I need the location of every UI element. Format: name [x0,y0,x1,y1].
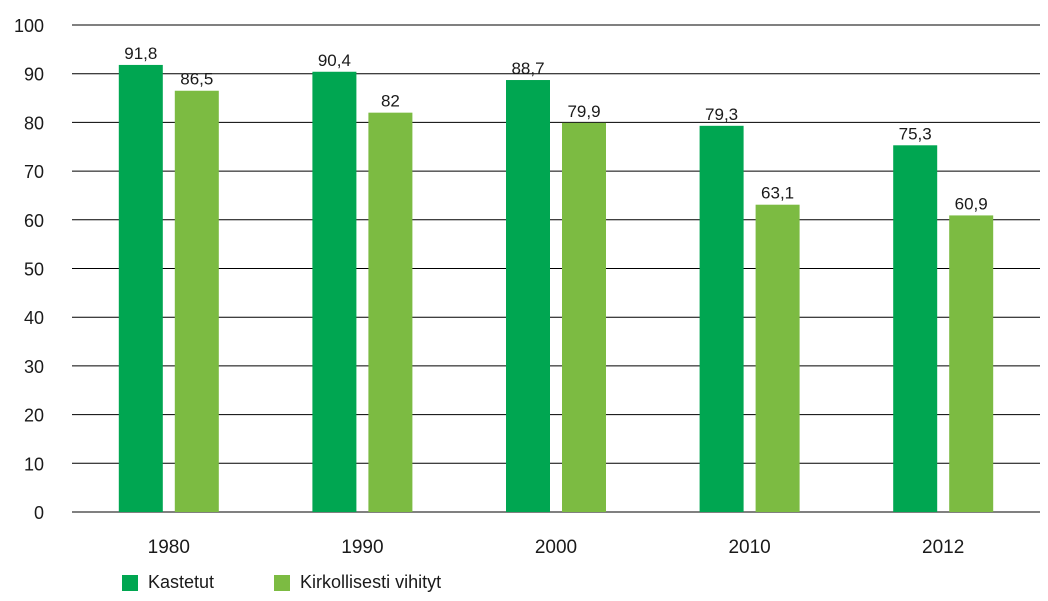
bar-2000-series-0 [506,80,550,512]
data-label-1990-series-1: 82 [381,92,400,111]
data-label-1980-series-1: 86,5 [180,70,213,89]
bar-2000-series-1 [562,122,606,513]
y-tick-label-0: 0 [34,503,44,523]
data-label-1990-series-0: 90,4 [318,51,351,70]
y-tick-label-90: 90 [24,65,44,85]
bar-1990-series-0 [312,71,357,512]
y-tick-label-20: 20 [24,406,44,426]
x-tick-label-2000: 2000 [535,537,577,558]
y-tick-label-40: 40 [24,308,44,328]
bar-1980-series-0 [118,64,163,513]
data-label-2012-series-0: 75,3 [899,124,932,143]
data-label-2000-series-0: 88,7 [511,59,544,78]
y-tick-label-60: 60 [24,211,44,231]
legend-item-kastetut: Kastetut [122,572,214,593]
x-tick-label-1980: 1980 [148,537,190,558]
x-tick-label-2012: 2012 [922,537,964,558]
data-label-2010-series-0: 79,3 [705,105,738,124]
bar-2012-series-0 [893,145,938,512]
x-tick-label-2010: 2010 [728,537,770,558]
legend: Kastetut Kirkollisesti vihityt [122,572,441,593]
y-tick-label-30: 30 [24,357,44,377]
y-tick-label-70: 70 [24,162,44,182]
legend-label-kirkollisesti-vihityt: Kirkollisesti vihityt [300,572,442,592]
legend-label-kastetut: Kastetut [148,572,215,592]
data-label-1980-series-0: 91,8 [124,44,157,63]
bar-2012-series-1 [949,215,994,513]
bar-2010-series-0 [699,125,744,513]
y-tick-label-10: 10 [24,454,44,474]
bar-2010-series-1 [755,204,800,512]
bar-1980-series-1 [174,90,219,513]
legend-swatch-kirkollisesti-vihityt [274,574,291,591]
data-label-2010-series-1: 63,1 [761,184,794,203]
legend-swatch-kastetut [122,574,138,591]
data-label-2012-series-1: 60,9 [955,194,988,213]
x-tick-label-1990: 1990 [341,537,383,558]
y-tick-label-80: 80 [24,113,44,133]
bar-1990-series-1 [368,112,413,512]
data-label-2000-series-1: 79,9 [567,102,600,121]
y-tick-label-50: 50 [24,260,44,280]
legend-item-kirkollisesti-vihityt: Kirkollisesti vihityt [274,572,441,593]
y-tick-label-100: 100 [14,16,44,36]
